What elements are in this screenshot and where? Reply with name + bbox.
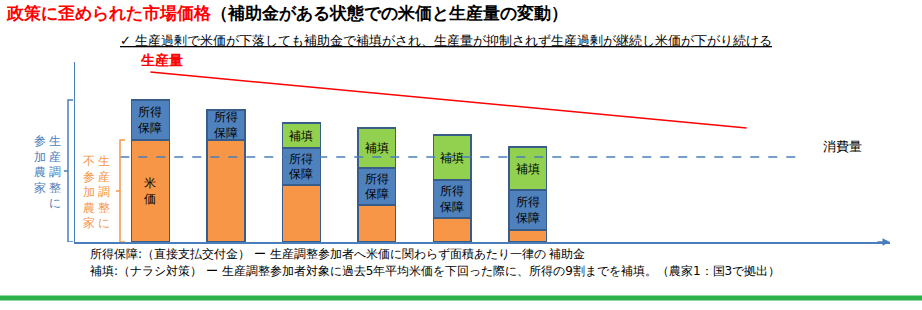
svg-text:所得保障: 所得保障: [138, 105, 162, 135]
svg-text:政策に歪められた市場価格（補助金がある状態での米価と生産量の: 政策に歪められた市場価格（補助金がある状態での米価と生産量の変動）: [6, 3, 568, 23]
svg-text:生産調整に: 生産調整に: [49, 134, 61, 210]
svg-text:所得保障: 所得保障: [440, 184, 464, 214]
svg-text:補填: 補填: [289, 129, 313, 143]
svg-text:生産調整に: 生産調整に: [98, 154, 110, 230]
svg-text:消費量: 消費量: [823, 139, 862, 154]
svg-text:所得保障: 所得保障: [365, 172, 389, 202]
svg-text:補填: 補填: [440, 151, 464, 165]
svg-text:所得保障: 所得保障: [289, 152, 313, 182]
svg-text:補填: 補填: [365, 141, 389, 155]
svg-text:補填: 補填: [516, 162, 540, 176]
svg-text:所得保障: 所得保障: [516, 195, 540, 225]
svg-text:補填:（ナラシ対策） ー 生産調整参加者対象に過去5年平均米: 補填:（ナラシ対策） ー 生産調整参加者対象に過去5年平均米価を下回った際に、所…: [90, 264, 780, 278]
svg-text:参加農家: 参加農家: [34, 134, 46, 195]
svg-text:所得保障: 所得保障: [214, 110, 238, 140]
svg-text:米価: 米価: [144, 176, 156, 206]
svg-text:生産量: 生産量: [140, 52, 183, 68]
svg-text:不参加農家: 不参加農家: [83, 154, 95, 230]
svg-text:✓ 生産過剰で米価が下落しても補助金で補填がされ、生産量が抑: ✓ 生産過剰で米価が下落しても補助金で補填がされ、生産量が抑制されず生産過剰が継…: [120, 33, 772, 48]
svg-text:所得保障:（直接支払交付金） ー 生産調整参加者へ米価に関わ: 所得保障:（直接支払交付金） ー 生産調整参加者へ米価に関わらず面積あたり一律の…: [90, 247, 586, 261]
